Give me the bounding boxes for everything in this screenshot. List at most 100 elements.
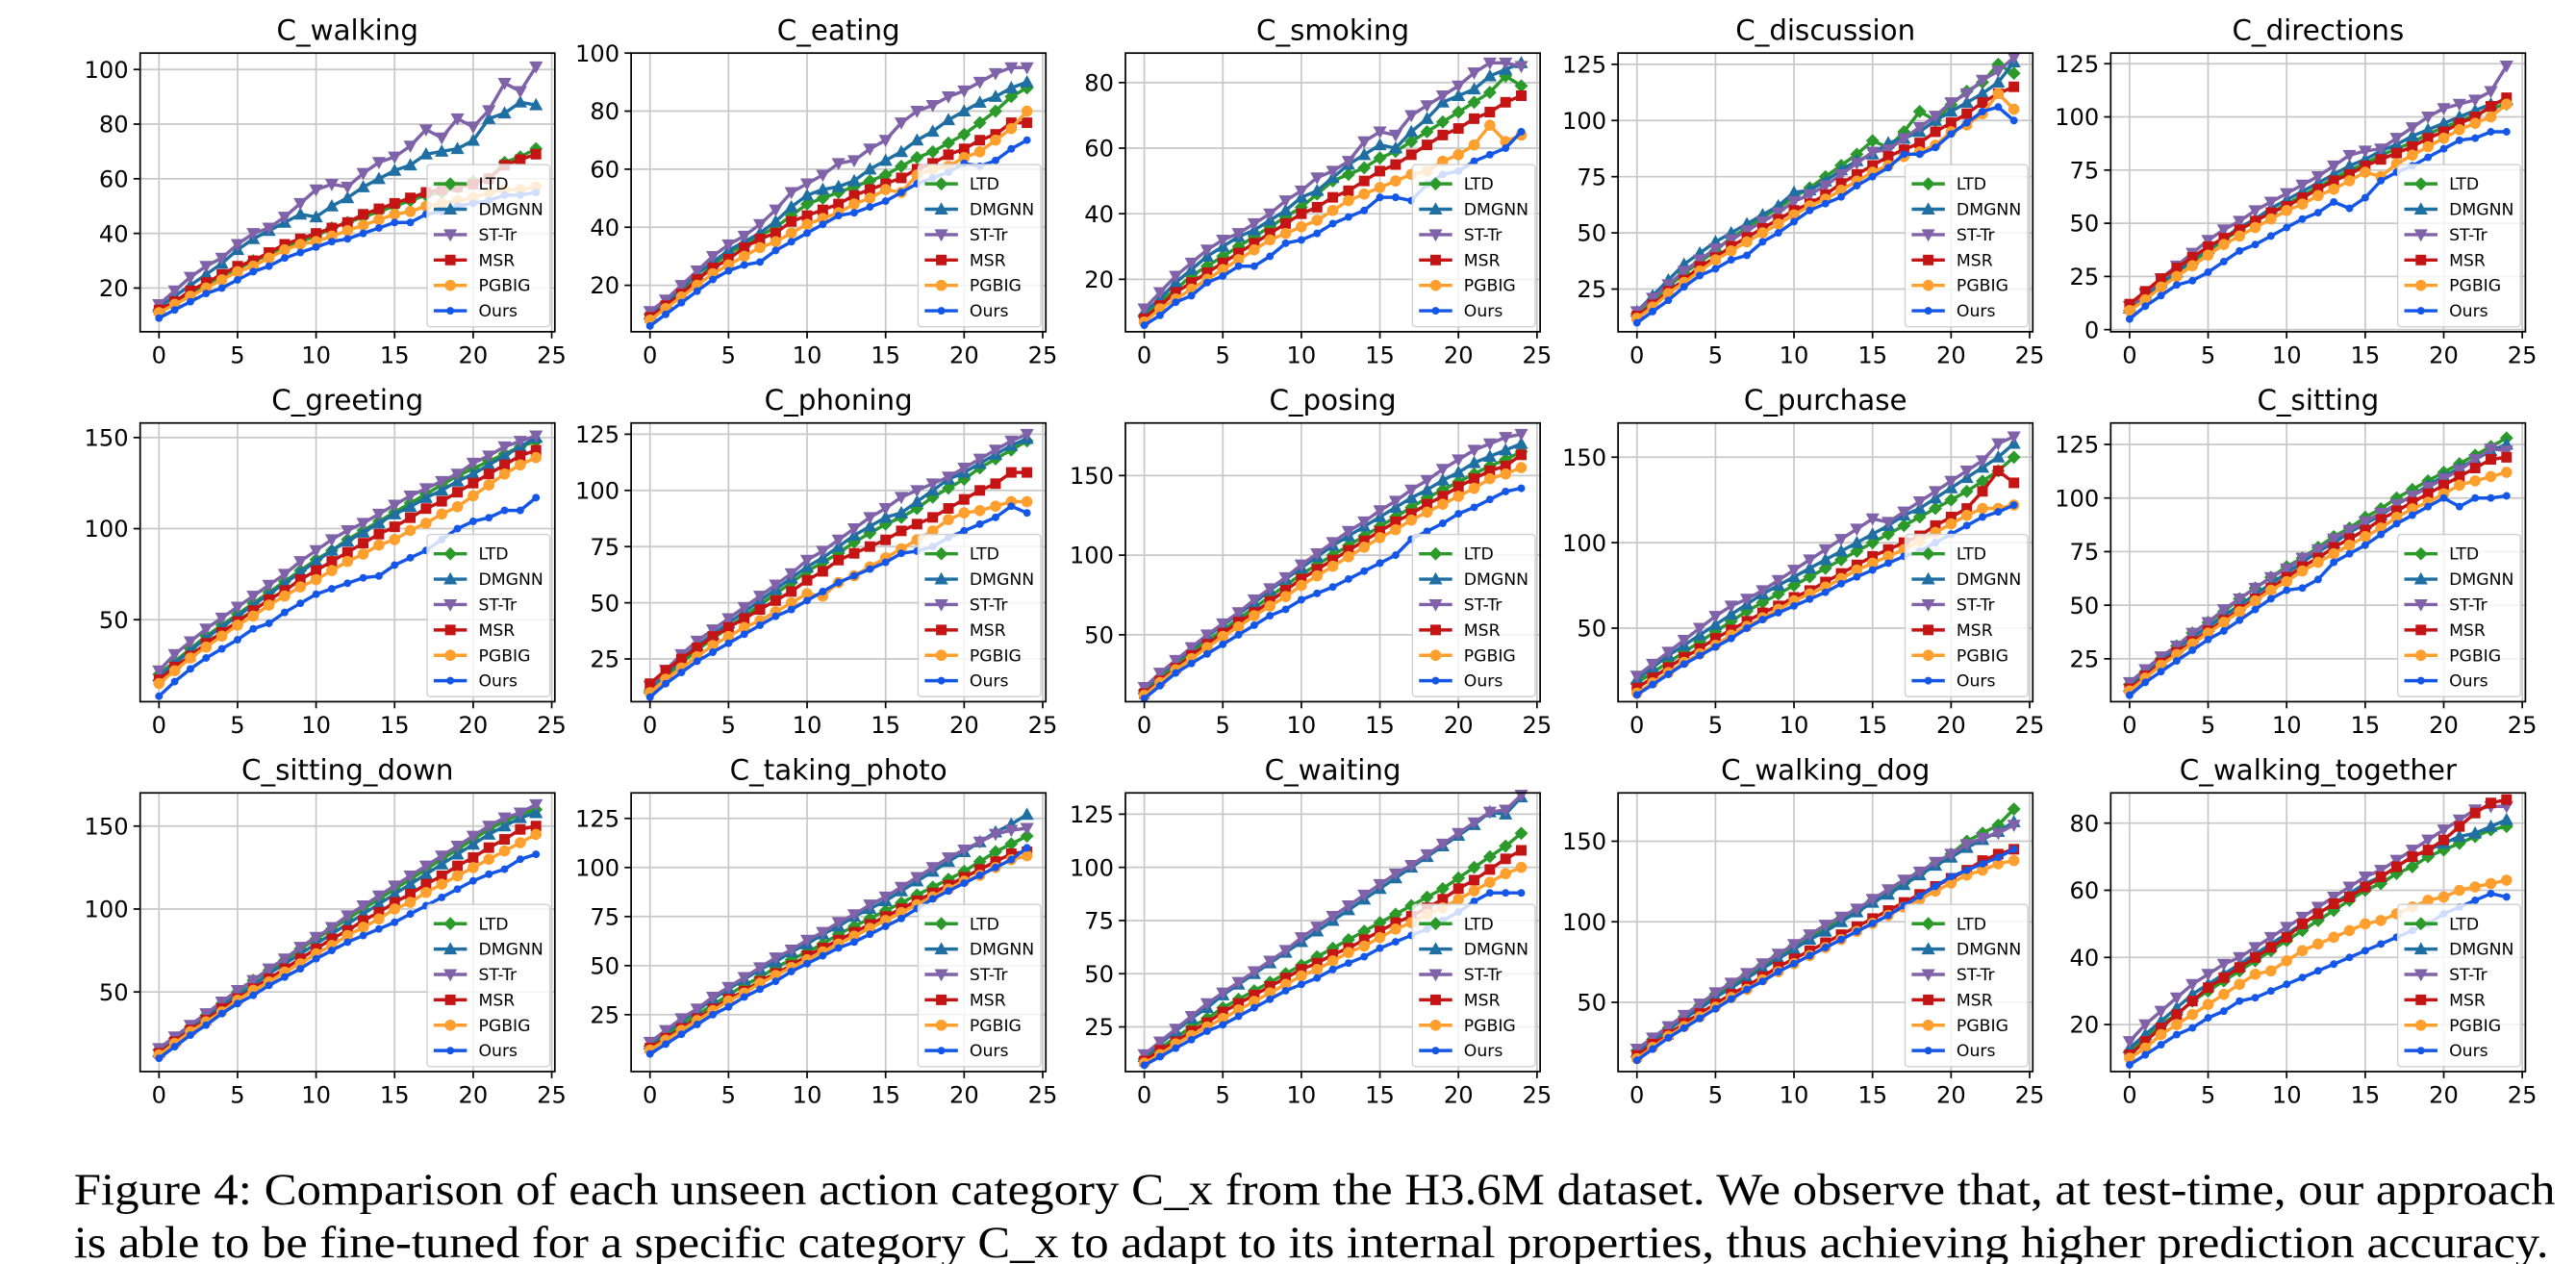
marker: [1172, 1044, 1180, 1052]
marker: [692, 642, 703, 653]
marker: [1249, 610, 1260, 621]
marker: [435, 144, 449, 157]
marker: [863, 143, 877, 157]
marker: [945, 887, 952, 896]
legend-label: ST-Tr: [478, 966, 518, 985]
marker: [645, 321, 654, 330]
marker: [1358, 188, 1371, 200]
marker: [2377, 530, 2386, 539]
marker: [233, 275, 241, 284]
legend-marker: [444, 1019, 456, 1031]
marker: [662, 310, 670, 318]
marker: [483, 853, 495, 866]
marker: [418, 124, 433, 137]
marker: [2392, 519, 2401, 528]
marker: [183, 271, 198, 285]
legend-label: DMGNN: [1957, 941, 2021, 960]
marker: [1502, 144, 1510, 152]
marker: [881, 558, 890, 567]
legend-marker: [2415, 994, 2427, 1005]
marker: [690, 635, 704, 648]
marker: [1755, 585, 1770, 598]
marker: [453, 885, 462, 894]
marker: [2484, 86, 2498, 99]
marker: [2218, 988, 2230, 1000]
chart-title: C_directions: [2232, 13, 2404, 46]
marker: [1219, 1021, 1227, 1029]
legend-label: Ours: [2449, 1042, 2488, 1061]
marker: [483, 479, 495, 491]
marker: [296, 248, 305, 257]
marker: [2342, 149, 2357, 163]
legend-marker: [934, 598, 948, 612]
marker: [863, 162, 877, 175]
marker: [1944, 104, 1958, 117]
marker: [2283, 586, 2291, 594]
marker: [1357, 136, 1372, 149]
marker: [1388, 868, 1402, 881]
y-tick-label: 150: [85, 813, 129, 840]
marker: [468, 876, 477, 885]
marker: [2452, 465, 2466, 478]
marker: [705, 250, 720, 264]
x-tick-label: 10: [2272, 712, 2302, 739]
marker: [2422, 140, 2434, 153]
marker: [450, 468, 465, 482]
marker: [2361, 193, 2369, 202]
marker: [438, 893, 446, 901]
marker: [1452, 123, 1464, 135]
y-tick-label: 60: [590, 157, 619, 184]
marker: [1263, 208, 1277, 221]
marker: [1945, 518, 1957, 530]
x-tick-label: 20: [459, 342, 489, 369]
marker: [168, 665, 181, 677]
marker: [1786, 939, 1802, 951]
marker: [2297, 918, 2309, 929]
marker: [2437, 473, 2451, 486]
marker: [529, 430, 543, 443]
marker: [388, 151, 402, 164]
legend-marker: [1921, 917, 1935, 931]
marker: [799, 178, 815, 191]
legend-marker: [1924, 1047, 1932, 1055]
legend-marker: [934, 177, 948, 191]
marker: [1897, 874, 1911, 887]
marker: [771, 977, 780, 986]
marker: [1482, 86, 1497, 100]
y-tick-label: 125: [575, 805, 619, 832]
marker: [1217, 630, 1229, 643]
marker: [357, 548, 369, 560]
legend-marker: [934, 546, 948, 561]
marker: [2009, 116, 2018, 125]
legend-label: ST-Tr: [478, 226, 518, 245]
marker: [2171, 270, 2183, 283]
marker: [185, 652, 196, 664]
marker: [957, 462, 972, 475]
marker: [2361, 947, 2369, 955]
marker: [724, 1002, 733, 1011]
marker: [863, 512, 877, 525]
legend-label: PGBIG: [970, 646, 1022, 666]
marker: [740, 993, 748, 1001]
marker: [910, 150, 924, 164]
marker: [450, 113, 465, 126]
marker: [1470, 157, 1478, 165]
x-tick-label: 5: [1216, 712, 1230, 739]
legend-marker: [443, 229, 458, 242]
marker: [2424, 153, 2433, 162]
marker: [894, 505, 909, 518]
legend-label: MSR: [1464, 621, 1501, 641]
legend-marker: [2415, 624, 2427, 636]
legend-marker: [934, 202, 948, 215]
marker: [894, 117, 909, 130]
marker: [1865, 536, 1880, 550]
y-tick-label: 100: [1070, 854, 1114, 881]
marker: [1281, 239, 1290, 247]
marker: [451, 501, 464, 513]
marker: [770, 594, 781, 606]
marker: [2391, 147, 2402, 159]
marker: [1467, 860, 1481, 874]
marker: [1959, 95, 1974, 109]
legend-marker: [1429, 254, 1441, 265]
